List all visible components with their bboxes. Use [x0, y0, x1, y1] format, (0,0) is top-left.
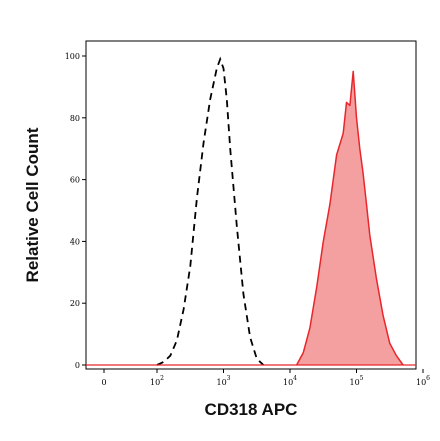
x-tick-label: 102 [150, 375, 164, 387]
y-tick-label: 20 [70, 299, 80, 308]
y-tick-label: 80 [70, 114, 80, 123]
plot-frame [85, 40, 417, 370]
y-tick-label: 40 [70, 237, 80, 246]
x-tick-label: 105 [349, 375, 363, 387]
series-line-stained [295, 70, 404, 366]
x-axis-title: CD318 APC [205, 400, 298, 419]
x-tick-label: 104 [283, 375, 297, 387]
series-line-control [156, 56, 265, 366]
y-tick-label: 0 [75, 361, 80, 370]
y-tick-label: 60 [70, 176, 80, 185]
x-tick-label: 103 [216, 375, 230, 387]
series-area-fill [296, 71, 404, 366]
x-tick-label: 0 [101, 378, 106, 387]
x-tick-label: 106 [416, 375, 430, 387]
y-tick-label: 100 [65, 52, 80, 61]
y-axis-title: Relative Cell Count [23, 127, 42, 282]
